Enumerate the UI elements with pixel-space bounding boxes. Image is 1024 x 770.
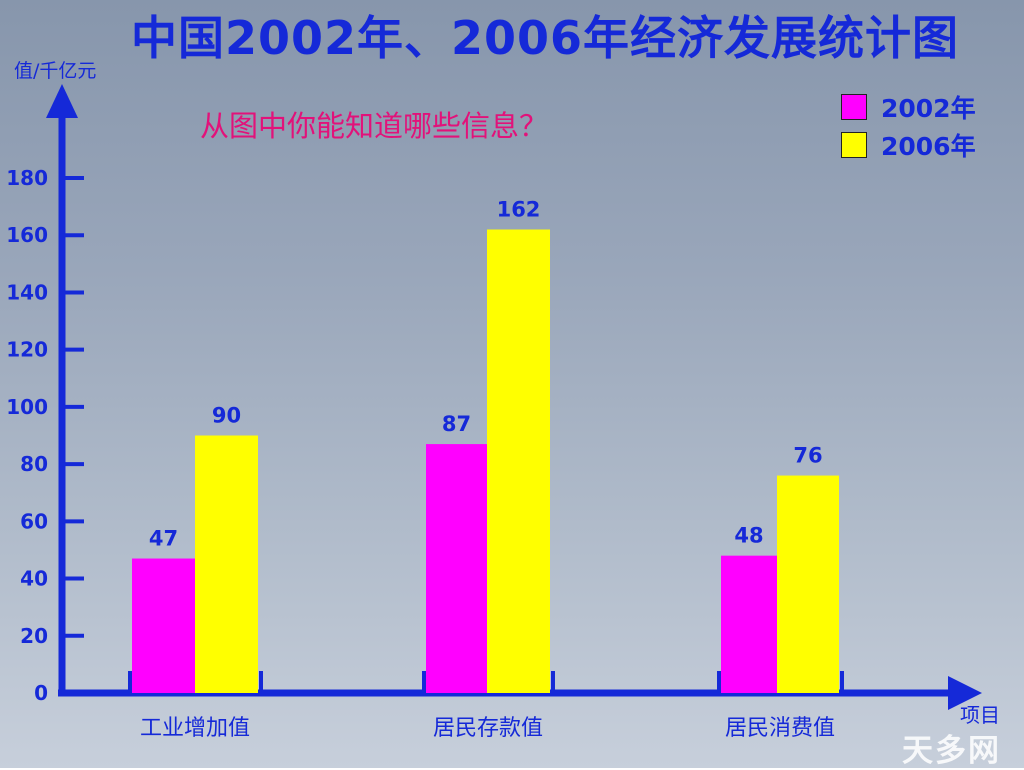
data-label-1-0: 87 (442, 412, 471, 436)
x-category-label: 工业增加值 (140, 716, 250, 741)
x-axis-title: 项目 (960, 703, 1000, 727)
y-tick-label: 120 (6, 338, 48, 362)
y-axis-title: 值/千亿元 (14, 60, 97, 82)
x-axis-arrow (948, 676, 982, 710)
data-label-2-0: 48 (734, 524, 763, 548)
data-label-2-1: 76 (793, 444, 822, 468)
bar-2-0 (721, 555, 777, 693)
bar-0-0 (132, 558, 195, 693)
question-annotation: 从图中你能知道哪些信息？ (200, 109, 549, 143)
y-tick-label: 40 (20, 567, 48, 591)
legend-label-2002: 2002年 (881, 94, 976, 123)
y-tick-label: 180 (6, 166, 48, 190)
legend-swatch-2006 (841, 132, 867, 158)
bar-0-1 (195, 435, 258, 693)
legend: 2002年 2006年 (841, 88, 976, 164)
watermark: 天多网 (902, 733, 1001, 769)
data-label-0-0: 47 (149, 527, 178, 551)
chart-title: 中国2002年、2006年经济发展统计图 (130, 11, 960, 65)
y-tick-label: 100 (6, 395, 48, 419)
bar-1-1 (487, 229, 550, 693)
legend-label-2006: 2006年 (881, 132, 976, 161)
y-tick-label: 60 (20, 509, 48, 533)
legend-item-2006: 2006年 (841, 126, 976, 164)
bar-1-0 (426, 444, 487, 693)
y-tick-label: 140 (6, 280, 48, 304)
x-category-label: 居民存款值 (433, 716, 543, 741)
y-tick-label: 80 (20, 452, 48, 476)
y-tick-label: 160 (6, 223, 48, 247)
legend-swatch-2002 (841, 94, 867, 120)
legend-item-2002: 2002年 (841, 88, 976, 126)
bar-2-1 (777, 475, 839, 693)
y-tick-label: 0 (34, 681, 48, 705)
y-tick-label: 20 (20, 624, 48, 648)
x-category-label: 居民消费值 (725, 716, 835, 741)
data-label-0-1: 90 (212, 404, 241, 428)
y-axis-arrow (46, 84, 78, 118)
data-label-1-1: 162 (497, 198, 541, 222)
